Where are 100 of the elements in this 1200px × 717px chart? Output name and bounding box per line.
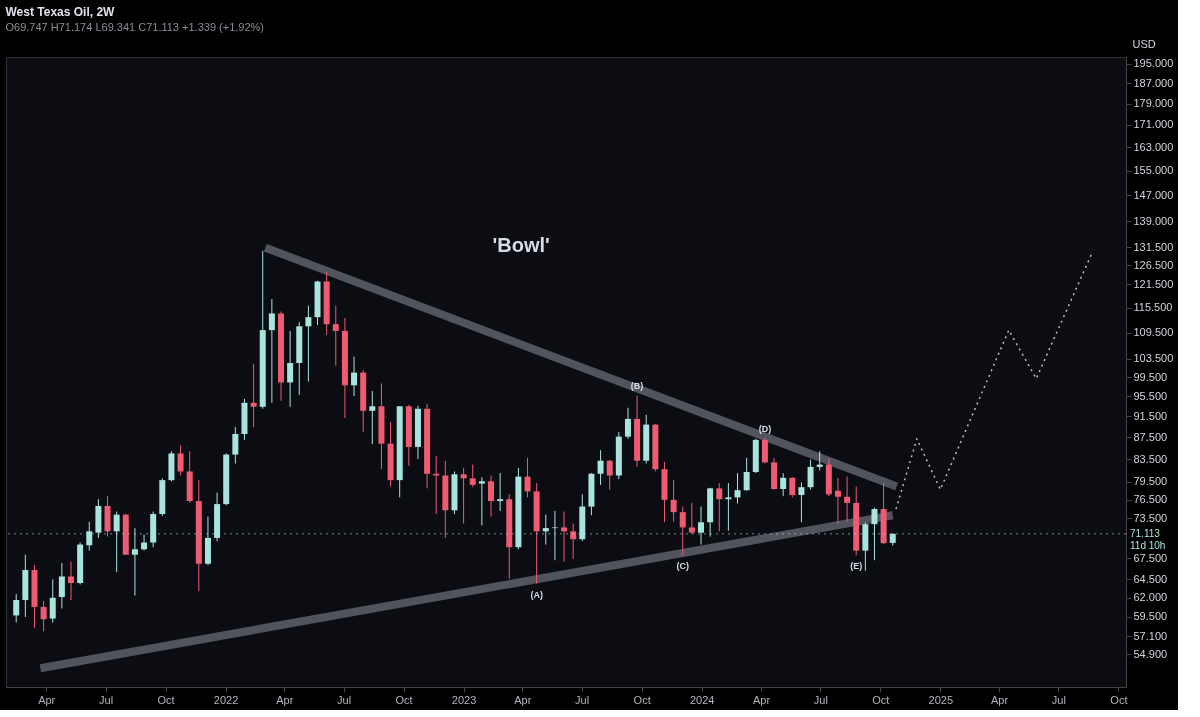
candlestick <box>68 561 74 601</box>
candlestick <box>49 578 56 623</box>
y-tick-label: 147.000 <box>1133 188 1174 201</box>
candlestick <box>780 472 787 497</box>
candlestick <box>40 600 47 632</box>
candlestick <box>789 476 796 498</box>
y-tick-label: 73.500 <box>1133 511 1168 524</box>
x-tick-label: Apr <box>276 693 294 706</box>
candlestick <box>469 464 476 488</box>
candlestick <box>844 476 851 523</box>
chart-subtitle: O69.747 H71.174 L69.341 C71.113 +1.339 (+1.92%) <box>5 21 264 33</box>
candlestick <box>679 506 686 556</box>
y-tick-label: 131.500 <box>1133 240 1174 253</box>
y-tick-label: 76.500 <box>1133 493 1168 506</box>
x-tick-label: Jul <box>99 693 114 706</box>
candlestick <box>688 502 695 535</box>
x-tick-label: Apr <box>514 693 532 706</box>
y-tick-label: 187.000 <box>1133 76 1174 89</box>
y-tick-label: 91.500 <box>1133 409 1168 422</box>
y-tick-label: 64.500 <box>1133 572 1168 585</box>
annotation: (D) <box>758 423 772 434</box>
y-tick-label: 62.000 <box>1133 591 1168 604</box>
candlestick <box>807 459 814 491</box>
candlestick <box>798 481 805 523</box>
candlestick <box>113 511 120 573</box>
annotation: (C) <box>676 561 689 572</box>
y-tick-label: 126.500 <box>1133 258 1174 271</box>
candlestick <box>761 437 768 464</box>
y-tick-label: 54.900 <box>1133 647 1168 660</box>
candlestick <box>871 507 878 561</box>
x-tick-label: Jul <box>813 693 828 706</box>
x-tick-label: Oct <box>157 693 175 706</box>
candlestick <box>551 510 558 561</box>
candlestick <box>488 474 494 518</box>
candlestick <box>268 298 275 404</box>
x-tick-label: Jul <box>575 693 590 706</box>
y-tick-label: 99.500 <box>1133 370 1168 383</box>
candlestick <box>460 467 467 525</box>
x-tick-label: Apr <box>38 693 56 706</box>
candlestick <box>131 527 138 597</box>
y-tick-label: 67.500 <box>1133 551 1168 564</box>
candlestick <box>287 330 294 408</box>
candlestick <box>177 444 184 476</box>
x-tick-label: 2025 <box>928 693 954 706</box>
x-tick-label: 2023 <box>451 693 477 706</box>
annotation: (E) <box>850 561 863 572</box>
x-tick-label: 2024 <box>689 693 715 706</box>
y-tick-label: 195.000 <box>1133 57 1174 70</box>
candlestick <box>305 305 312 383</box>
y-tick-label: 121.500 <box>1133 277 1174 290</box>
candlestick <box>250 363 257 428</box>
candlestick <box>570 523 577 560</box>
y-tick-label: 79.500 <box>1133 475 1168 488</box>
candlestick <box>478 476 485 526</box>
candlestick <box>497 472 504 512</box>
y-tick-label: 139.000 <box>1133 214 1174 227</box>
y-axis-title: USD <box>1132 37 1156 50</box>
candlestick <box>86 521 93 552</box>
candlestick <box>58 562 65 609</box>
y-tick-label: 59.500 <box>1133 610 1168 623</box>
annotation: (A) <box>530 589 543 600</box>
ref-line-label: 71.113 11d 10h <box>1130 527 1166 551</box>
y-tick-label: 115.500 <box>1133 301 1173 314</box>
candlestick <box>369 390 376 445</box>
candlestick <box>743 457 750 492</box>
candlestick <box>542 514 549 546</box>
y-tick-label: 57.100 <box>1133 629 1168 642</box>
candlestick <box>716 482 723 532</box>
x-tick-label: Oct <box>633 693 651 706</box>
candlestick <box>725 482 732 532</box>
y-tick-label: 87.500 <box>1133 430 1168 443</box>
y-tick-label: 95.500 <box>1133 389 1168 402</box>
y-tick-label: 171.000 <box>1133 118 1174 131</box>
x-tick-label: Jul <box>1051 693 1066 706</box>
candlestick <box>606 459 613 491</box>
y-tick-label: 109.500 <box>1133 326 1174 339</box>
candlestick <box>332 305 339 367</box>
y-tick-label: 103.500 <box>1133 352 1174 365</box>
candlestick <box>13 593 20 623</box>
candlestick <box>734 472 741 504</box>
x-tick-label: Apr <box>752 693 771 706</box>
y-tick-label: 83.500 <box>1133 452 1168 465</box>
candlestick <box>561 511 568 563</box>
chart-title: West Texas Oil, 2W <box>5 5 116 19</box>
candlestick <box>524 457 531 498</box>
x-tick-label: Oct <box>1110 693 1128 706</box>
annotation: 'Bowl' <box>492 234 550 256</box>
candlestick <box>141 534 148 552</box>
x-tick-label: Oct <box>872 693 890 706</box>
y-tick-label: 155.000 <box>1133 164 1174 177</box>
annotation: (B) <box>630 381 644 392</box>
candlestick <box>670 479 677 523</box>
candlestick <box>232 426 239 464</box>
x-tick-label: 2022 <box>213 693 239 706</box>
y-tick-label: 179.000 <box>1133 97 1174 110</box>
x-tick-label: Jul <box>337 693 352 706</box>
candlestick <box>698 506 704 546</box>
candlestick <box>597 449 604 486</box>
y-tick-label: 163.000 <box>1133 140 1174 153</box>
candlestick <box>351 356 358 397</box>
